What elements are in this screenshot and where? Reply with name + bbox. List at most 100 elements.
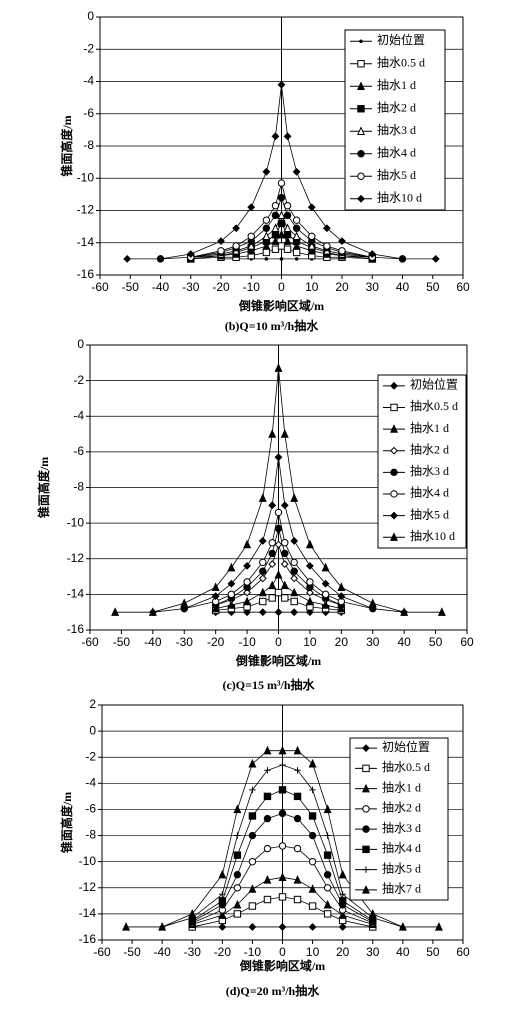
marker	[262, 216, 271, 224]
marker	[338, 869, 347, 879]
marker	[279, 257, 284, 261]
y-tick-label: 0	[77, 337, 84, 351]
legend-marker	[390, 446, 398, 455]
marker	[258, 587, 267, 597]
marker	[278, 923, 287, 931]
marker	[292, 224, 301, 232]
marker	[293, 875, 302, 884]
x-tick-label: 10	[303, 635, 317, 649]
y-tick-label: -14	[77, 235, 95, 249]
marker	[293, 814, 302, 823]
marker	[294, 767, 301, 774]
marker	[308, 812, 317, 820]
x-tick-label: 50	[429, 635, 443, 649]
y-axis-label: 锥面高度/m	[36, 457, 51, 518]
marker	[290, 567, 298, 575]
legend-label: 抽水5 d	[410, 507, 449, 521]
x-tick-label: 50	[426, 280, 440, 294]
x-tick-label: 10	[306, 945, 320, 959]
marker	[263, 745, 272, 755]
x-axis-label: 倒锥影响区域/m	[238, 298, 324, 313]
marker	[323, 851, 332, 859]
legend-marker	[390, 511, 398, 520]
marker	[218, 910, 227, 919]
y-tick-label: -12	[77, 203, 95, 217]
marker	[277, 80, 286, 89]
y-tick-label: -16	[79, 932, 97, 946]
y-tick-label: -8	[73, 480, 84, 494]
marker	[323, 804, 332, 814]
marker	[262, 224, 271, 232]
y-tick-label: -10	[77, 170, 95, 184]
marker	[248, 831, 257, 840]
marker	[271, 245, 280, 253]
x-tick-label: -50	[123, 945, 141, 959]
marker	[211, 592, 220, 601]
legend-marker	[357, 150, 365, 158]
marker	[263, 844, 272, 853]
marker	[180, 598, 189, 607]
legend-label: 抽水1 d	[382, 780, 421, 794]
marker	[274, 453, 283, 462]
marker	[294, 257, 299, 261]
marker	[280, 501, 289, 510]
marker	[306, 578, 314, 586]
marker	[277, 179, 286, 187]
marker	[293, 895, 302, 904]
marker	[248, 758, 257, 768]
marker	[292, 241, 301, 250]
marker	[232, 224, 241, 233]
marker	[219, 891, 226, 898]
legend-label: 抽水1 d	[410, 421, 449, 435]
y-tick-label: -12	[79, 880, 97, 894]
legend-label: 抽水3 d	[382, 821, 421, 835]
marker	[308, 902, 317, 910]
legend-marker	[390, 403, 398, 412]
marker	[324, 832, 331, 839]
legend-marker	[390, 424, 398, 433]
marker	[278, 809, 287, 818]
marker	[323, 910, 332, 918]
marker	[293, 792, 302, 801]
legend-marker	[390, 381, 398, 390]
y-axis-label: 锥面高度/m	[59, 792, 74, 853]
marker	[218, 869, 227, 879]
marker	[283, 223, 292, 232]
marker	[268, 501, 277, 510]
legend-marker	[390, 468, 398, 477]
chart: -16-14-12-10-8-6-4-20-60 -50 -40 -30 -20 -10 0…	[59, 9, 470, 333]
marker	[306, 608, 314, 617]
x-tick-label: 60	[460, 635, 474, 649]
marker	[233, 871, 242, 879]
x-tick-label: -30	[176, 635, 194, 649]
marker	[268, 594, 276, 602]
x-tick-label: 50	[426, 945, 440, 959]
marker	[368, 598, 377, 607]
x-axis-label: 倒锥影响区域/m	[235, 653, 321, 668]
marker	[290, 597, 298, 606]
marker	[217, 237, 225, 246]
legend-label: 抽水2 d	[377, 101, 416, 115]
legend-marker	[357, 126, 365, 135]
x-tick-label: -50	[113, 635, 131, 649]
legend-marker	[390, 490, 398, 498]
marker	[233, 851, 242, 859]
marker	[248, 857, 257, 866]
marker	[437, 607, 446, 616]
y-tick-label: 0	[87, 9, 94, 23]
legend-marker	[357, 105, 365, 113]
marker	[277, 193, 286, 202]
marker	[281, 594, 289, 602]
marker	[186, 250, 195, 258]
marker	[308, 758, 317, 768]
x-tick-label: 40	[397, 635, 411, 649]
marker	[434, 922, 443, 931]
marker	[233, 804, 242, 814]
marker	[262, 231, 271, 240]
legend-marker	[362, 884, 370, 894]
marker	[293, 844, 302, 853]
marker	[218, 923, 227, 931]
marker	[278, 872, 287, 882]
legend-label: 抽水0.5 d	[377, 56, 425, 70]
marker	[249, 786, 256, 794]
